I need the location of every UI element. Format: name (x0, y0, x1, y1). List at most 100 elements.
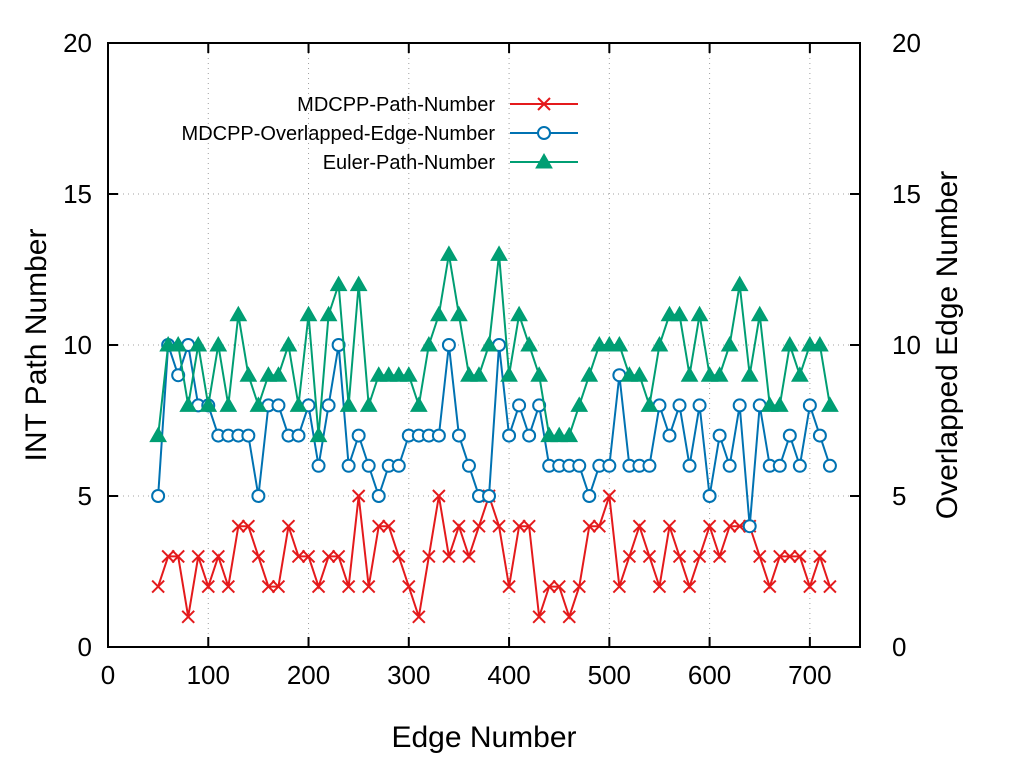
axis-ticks (107, 42, 860, 648)
data-point (291, 549, 306, 564)
data-point (823, 579, 837, 594)
data-point (430, 305, 448, 322)
data-point (532, 610, 546, 624)
data-point (189, 335, 208, 352)
data-point (441, 338, 456, 352)
data-point (740, 366, 759, 382)
series-mdcpp-path-number (151, 489, 837, 624)
data-point (522, 428, 537, 443)
data-point (773, 549, 787, 564)
data-point (560, 426, 579, 443)
y-tick-labels: 0 5 10 15 20 (63, 28, 92, 662)
data-point (642, 458, 657, 473)
y2-tick-label: 5 (892, 481, 906, 511)
series-line (157, 492, 831, 620)
data-point (351, 489, 366, 503)
data-point (812, 428, 827, 443)
data-point (321, 398, 336, 413)
data-point (822, 458, 837, 473)
data-point (409, 396, 428, 412)
data-point (722, 458, 737, 473)
data-point (271, 579, 286, 594)
data-point (811, 335, 829, 352)
data-point (209, 335, 228, 352)
data-point (802, 398, 817, 413)
data-point (361, 458, 376, 473)
data-point (732, 398, 747, 413)
y-tick-label: 0 (78, 632, 92, 662)
data-point (720, 335, 739, 352)
data-point (682, 579, 697, 594)
data-point (271, 398, 286, 413)
data-point (692, 398, 707, 413)
data-point (770, 396, 789, 412)
data-point (169, 335, 188, 352)
data-point (580, 366, 599, 382)
x-tick-label: 300 (387, 660, 430, 690)
data-point (361, 579, 376, 594)
legend-label: Euler-Path-Number (323, 152, 496, 174)
legend: MDCPP-Path-Number MDCPP-Overlapped-Edge-N… (182, 94, 578, 174)
data-point (319, 305, 338, 322)
data-point (349, 275, 368, 292)
data-point (422, 549, 436, 564)
data-point (772, 458, 787, 473)
data-point (399, 366, 418, 382)
data-point (562, 610, 576, 624)
data-point (592, 519, 607, 533)
data-point (612, 579, 627, 594)
x-tick-label: 600 (688, 660, 731, 690)
data-point (339, 396, 358, 412)
data-point (219, 396, 238, 412)
data-point (652, 579, 667, 594)
data-point (530, 366, 549, 382)
data-point (201, 579, 215, 594)
data-point (161, 549, 175, 564)
data-point (732, 519, 747, 533)
data-point (281, 519, 296, 533)
x-tick-labels: 0 100 200 300 400 500 600 700 (101, 660, 832, 690)
data-point (632, 519, 647, 533)
data-point (442, 549, 456, 564)
data-point (309, 426, 328, 443)
data-point (149, 426, 167, 443)
data-point (269, 366, 288, 382)
data-point (440, 245, 458, 261)
legend-swatch-marker (537, 126, 551, 140)
data-point (391, 458, 406, 473)
x-axis-title: Edge Number (391, 721, 576, 754)
legend-item: MDCPP-Overlapped-Edge-Number (182, 123, 578, 145)
data-point (722, 519, 737, 533)
data-point (199, 396, 218, 412)
series-mdcpp-overlapped-edge-number (151, 338, 837, 534)
data-point (622, 549, 637, 564)
data-point (672, 549, 687, 564)
data-point (782, 428, 797, 443)
data-point (279, 335, 298, 352)
x-tick-label: 400 (487, 660, 530, 690)
data-point (763, 579, 777, 594)
series-layer (149, 245, 839, 624)
data-point (630, 366, 649, 382)
x-tick-label: 500 (588, 660, 631, 690)
data-point (461, 458, 476, 473)
data-point (712, 549, 727, 564)
x-tick-label: 100 (187, 660, 230, 690)
data-point (291, 428, 306, 443)
y-tick-label: 5 (78, 481, 92, 511)
data-point (241, 519, 256, 533)
data-point (470, 366, 488, 382)
data-point (682, 458, 697, 473)
data-point (792, 458, 807, 473)
data-point (710, 366, 729, 382)
legend-label: MDCPP-Path-Number (297, 94, 495, 116)
y-tick-label: 10 (63, 330, 92, 360)
data-point (452, 519, 466, 533)
data-point (602, 489, 617, 503)
data-point (680, 366, 699, 382)
data-point (793, 549, 807, 564)
data-point (301, 549, 316, 564)
data-point (510, 305, 528, 322)
data-point (231, 519, 246, 533)
legend-swatch-marker (535, 152, 553, 169)
